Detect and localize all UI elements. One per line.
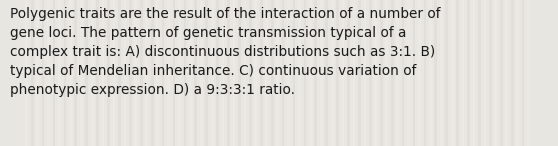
Bar <box>36 0 39 146</box>
Bar <box>287 0 290 146</box>
Bar <box>266 0 268 146</box>
Bar <box>445 0 448 146</box>
Bar <box>489 0 492 146</box>
Bar <box>282 0 285 146</box>
Bar <box>227 0 230 146</box>
Bar <box>336 0 339 146</box>
Bar <box>429 0 432 146</box>
Bar <box>516 0 519 146</box>
Bar <box>25 0 28 146</box>
Bar <box>80 0 83 146</box>
Bar <box>91 0 94 146</box>
Bar <box>97 0 99 146</box>
Bar <box>391 0 393 146</box>
Bar <box>189 0 192 146</box>
Bar <box>380 0 383 146</box>
Bar <box>396 0 399 146</box>
Bar <box>74 0 77 146</box>
Bar <box>140 0 143 146</box>
Bar <box>134 0 137 146</box>
Bar <box>402 0 405 146</box>
Bar <box>506 0 508 146</box>
Bar <box>418 0 421 146</box>
Bar <box>123 0 126 146</box>
Bar <box>243 0 246 146</box>
Bar <box>456 0 459 146</box>
Bar <box>211 0 214 146</box>
Bar <box>58 0 61 146</box>
Bar <box>42 0 45 146</box>
Bar <box>494 0 497 146</box>
Bar <box>146 0 148 146</box>
Bar <box>172 0 175 146</box>
Bar <box>107 0 110 146</box>
Bar <box>178 0 181 146</box>
Bar <box>52 0 55 146</box>
Bar <box>304 0 306 146</box>
Bar <box>233 0 235 146</box>
Bar <box>341 0 344 146</box>
Bar <box>484 0 486 146</box>
Bar <box>511 0 513 146</box>
Bar <box>412 0 415 146</box>
Bar <box>151 0 153 146</box>
Bar <box>347 0 350 146</box>
Bar <box>325 0 328 146</box>
Bar <box>217 0 219 146</box>
Bar <box>467 0 470 146</box>
Bar <box>407 0 410 146</box>
Bar <box>527 0 530 146</box>
Bar <box>522 0 525 146</box>
Bar <box>461 0 464 146</box>
Bar <box>276 0 279 146</box>
Bar <box>47 0 50 146</box>
Bar <box>238 0 241 146</box>
Bar <box>260 0 263 146</box>
Bar <box>200 0 203 146</box>
Bar <box>85 0 88 146</box>
Bar <box>184 0 186 146</box>
Bar <box>478 0 481 146</box>
Bar <box>473 0 475 146</box>
Text: Polygenic traits are the result of the interaction of a number of
gene loci. The: Polygenic traits are the result of the i… <box>10 7 441 97</box>
Bar <box>129 0 132 146</box>
Bar <box>292 0 295 146</box>
Bar <box>331 0 334 146</box>
Bar <box>249 0 252 146</box>
Bar <box>424 0 426 146</box>
Bar <box>440 0 442 146</box>
Bar <box>205 0 208 146</box>
Bar <box>69 0 72 146</box>
Bar <box>435 0 437 146</box>
Bar <box>364 0 366 146</box>
Bar <box>374 0 377 146</box>
Bar <box>358 0 361 146</box>
Bar <box>369 0 372 146</box>
Bar <box>64 0 66 146</box>
Bar <box>162 0 165 146</box>
Bar <box>167 0 170 146</box>
Bar <box>254 0 257 146</box>
Bar <box>500 0 503 146</box>
Bar <box>222 0 224 146</box>
Bar <box>386 0 388 146</box>
Bar <box>118 0 121 146</box>
Bar <box>156 0 159 146</box>
Bar <box>298 0 301 146</box>
Bar <box>194 0 197 146</box>
Bar <box>320 0 323 146</box>
Bar <box>113 0 116 146</box>
Bar <box>353 0 355 146</box>
Bar <box>31 0 33 146</box>
Bar <box>451 0 454 146</box>
Bar <box>102 0 104 146</box>
Bar <box>315 0 317 146</box>
Bar <box>309 0 312 146</box>
Bar <box>271 0 273 146</box>
